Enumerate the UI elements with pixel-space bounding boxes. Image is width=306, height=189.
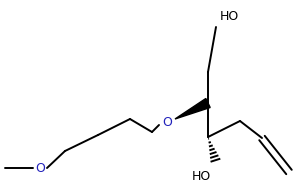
Text: O: O: [162, 115, 172, 129]
Text: HO: HO: [220, 10, 239, 23]
Text: HO: HO: [192, 170, 211, 183]
Polygon shape: [175, 98, 210, 119]
Text: O: O: [35, 161, 45, 174]
